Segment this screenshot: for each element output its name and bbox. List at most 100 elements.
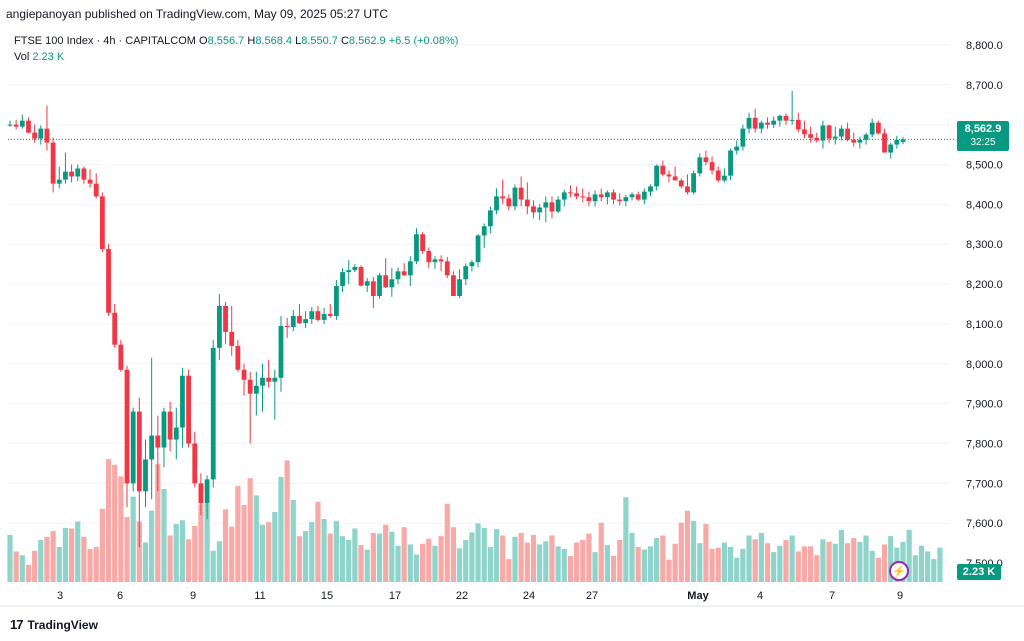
volume-bar bbox=[481, 527, 487, 582]
volume-bar bbox=[241, 504, 247, 582]
volume-bar bbox=[253, 495, 259, 582]
candle-body bbox=[814, 137, 820, 141]
candle-body bbox=[407, 261, 413, 276]
candle-body bbox=[598, 194, 604, 198]
y-tick-label: 8,000.0 bbox=[966, 359, 1003, 371]
candle-body bbox=[383, 275, 389, 288]
candle-body bbox=[709, 162, 715, 171]
volume-bar bbox=[272, 511, 278, 582]
volume-bar bbox=[210, 550, 216, 582]
volume-bar bbox=[444, 503, 450, 582]
volume-bar bbox=[795, 551, 801, 582]
volume-bar bbox=[376, 533, 383, 582]
volume-bar bbox=[149, 510, 155, 582]
volume-bar bbox=[438, 536, 444, 582]
volume-bar bbox=[426, 538, 432, 582]
high-value: 8,568.4 bbox=[255, 35, 293, 47]
volume-bar bbox=[814, 555, 820, 582]
candle-body bbox=[32, 132, 38, 139]
volume-bar bbox=[321, 518, 327, 582]
candle-body bbox=[7, 124, 13, 126]
candle-body bbox=[771, 120, 777, 125]
x-tick-label: 11 bbox=[254, 590, 265, 602]
candle-body bbox=[192, 443, 198, 484]
volume-bar bbox=[87, 548, 93, 582]
candle-body bbox=[457, 279, 462, 297]
candle-body bbox=[346, 270, 352, 273]
volume-bar bbox=[851, 538, 857, 582]
volume-bar bbox=[56, 546, 62, 582]
candle-body bbox=[654, 165, 660, 187]
volume-bar bbox=[216, 541, 222, 582]
volume-bar bbox=[432, 545, 438, 582]
volume-bar bbox=[364, 549, 370, 582]
candle-body bbox=[247, 379, 253, 394]
candle-body bbox=[648, 186, 653, 192]
candle-body bbox=[518, 187, 524, 200]
candle-body bbox=[235, 345, 241, 370]
volume-bar bbox=[931, 559, 937, 582]
candle-body bbox=[253, 385, 259, 394]
candle-body bbox=[180, 375, 185, 428]
volume-bar bbox=[654, 538, 660, 582]
volume-bar bbox=[303, 531, 309, 582]
y-tick-label: 7,600.0 bbox=[966, 518, 1003, 530]
candle-body bbox=[13, 124, 19, 127]
volume-bar bbox=[19, 555, 25, 582]
symbol-title[interactable]: FTSE 100 Index · 4h · CAPITALCOM bbox=[14, 35, 196, 47]
candle-body bbox=[672, 176, 678, 181]
candle-body bbox=[604, 192, 610, 198]
candle-body bbox=[309, 311, 315, 320]
candle-body bbox=[617, 199, 623, 202]
flash-icon[interactable]: ⚡ bbox=[889, 561, 909, 581]
volume-bar bbox=[413, 554, 420, 582]
candle-body bbox=[284, 325, 290, 328]
candle-body bbox=[19, 120, 25, 127]
candle-body bbox=[321, 313, 327, 320]
candle-body bbox=[863, 134, 869, 140]
volume-bar bbox=[32, 550, 38, 582]
candle-body bbox=[820, 125, 826, 141]
volume-bar bbox=[290, 499, 296, 582]
volume-bar bbox=[727, 546, 734, 582]
candle-body bbox=[420, 234, 426, 251]
volume-bar bbox=[370, 532, 376, 582]
brand-name: TradingView bbox=[27, 617, 98, 632]
candle-body bbox=[531, 206, 536, 213]
volume-bar bbox=[678, 522, 684, 582]
candle-body bbox=[334, 286, 339, 316]
candle-body bbox=[99, 196, 105, 249]
bar-countdown: 32:25 bbox=[970, 137, 996, 148]
volume-bar bbox=[68, 528, 75, 582]
volume-label[interactable]: Vol bbox=[14, 51, 30, 63]
candle-body bbox=[389, 279, 395, 288]
candle-body bbox=[777, 115, 783, 121]
candle-body bbox=[839, 128, 844, 137]
volume-bar bbox=[684, 510, 691, 582]
volume-bar bbox=[524, 542, 530, 582]
volume-bar bbox=[537, 544, 543, 582]
volume-bar bbox=[629, 532, 635, 582]
candle-body bbox=[198, 483, 204, 504]
volume-bar bbox=[222, 509, 229, 582]
candle-body bbox=[611, 192, 616, 200]
volume-bar bbox=[124, 517, 130, 582]
volume-bar bbox=[771, 552, 777, 582]
volume-bar bbox=[383, 524, 389, 582]
candle-body bbox=[81, 168, 87, 180]
candle-body bbox=[364, 281, 370, 286]
volume-bar bbox=[592, 552, 598, 582]
volume-bar bbox=[142, 542, 149, 582]
candle-body bbox=[506, 198, 512, 207]
volume-bar bbox=[352, 528, 358, 582]
volume-bar bbox=[161, 489, 167, 582]
volume-bar bbox=[881, 544, 888, 582]
volume-bar bbox=[906, 529, 912, 582]
volume-bar bbox=[518, 532, 524, 582]
volume-bar bbox=[783, 539, 789, 582]
candle-body bbox=[266, 377, 272, 382]
volume-bar bbox=[75, 521, 81, 582]
volume-bar bbox=[229, 526, 235, 582]
volume-bar bbox=[709, 548, 715, 582]
